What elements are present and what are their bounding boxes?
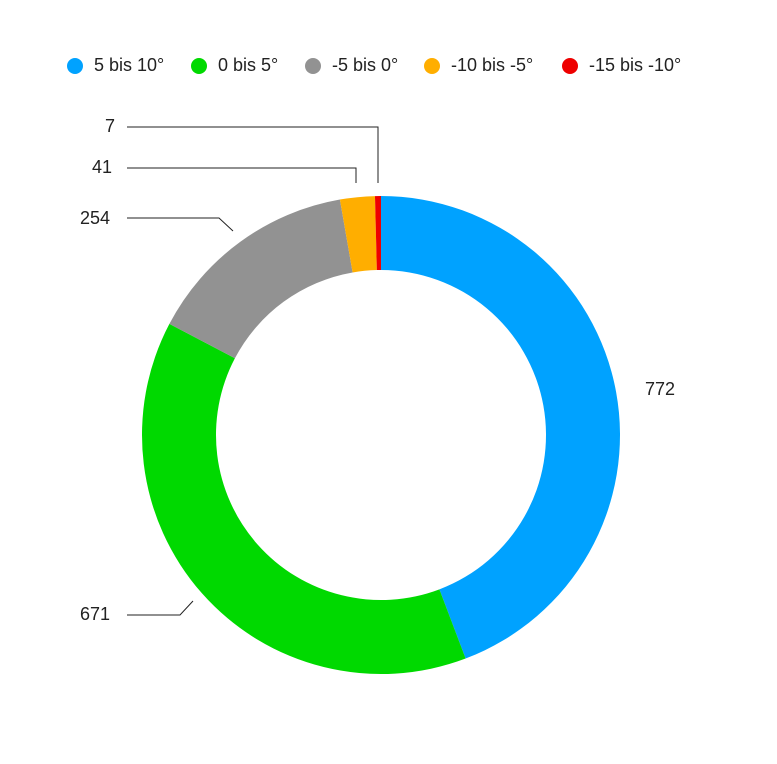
data-label: 772: [645, 379, 675, 399]
legend-label: -5 bis 0°: [332, 55, 398, 75]
donut-slice: [374, 196, 381, 271]
leader-line: [127, 217, 234, 232]
legend-swatch[interactable]: [191, 58, 207, 74]
data-label: 671: [80, 604, 110, 624]
data-label: 7: [105, 116, 115, 136]
legend-swatch[interactable]: [67, 58, 83, 74]
leader-line: [127, 600, 194, 616]
data-label: 254: [80, 208, 110, 228]
donut-slice: [169, 199, 353, 359]
donut-slice: [141, 323, 466, 675]
leader-line: [127, 126, 379, 183]
legend-label: 5 bis 10°: [94, 55, 164, 75]
donut-slice: [381, 196, 620, 659]
legend-label: -10 bis -5°: [451, 55, 533, 75]
donut-slice: [339, 196, 377, 273]
legend-swatch[interactable]: [305, 58, 321, 74]
data-label: 41: [92, 157, 112, 177]
leader-line: [127, 167, 357, 183]
legend-swatch[interactable]: [424, 58, 440, 74]
legend-swatch[interactable]: [562, 58, 578, 74]
legend-label: -15 bis -10°: [589, 55, 681, 75]
legend-label: 0 bis 5°: [218, 55, 278, 75]
